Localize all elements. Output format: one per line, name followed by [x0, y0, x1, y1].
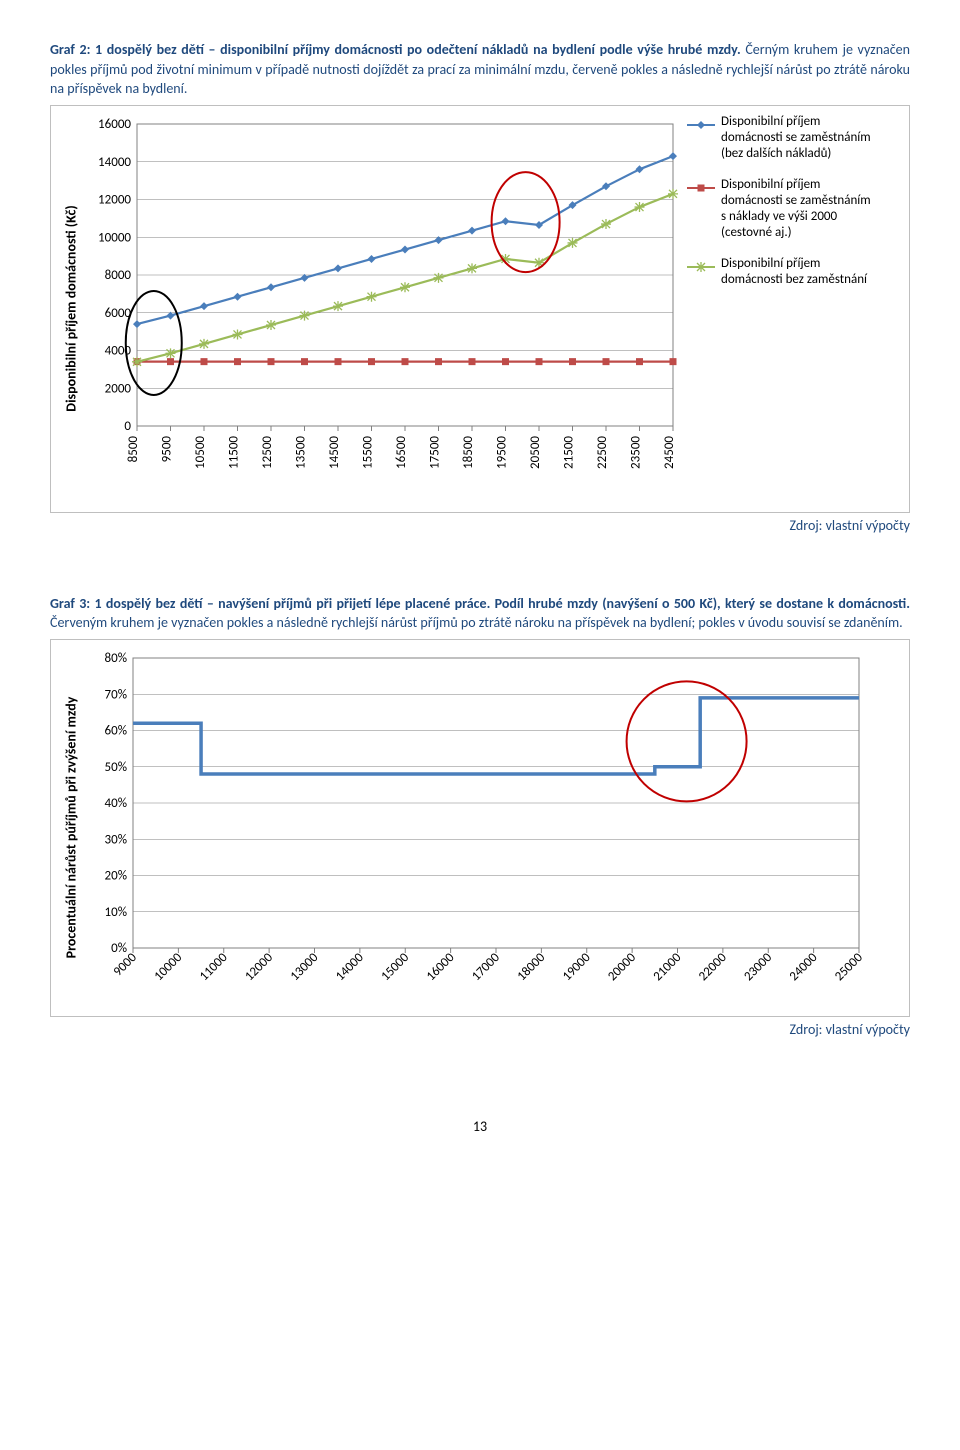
graf2-chart: 0200040006000800010000120001400016000850… — [83, 114, 683, 504]
legend-item: Disponibilní příjem domácnosti se zaměst… — [687, 114, 877, 163]
graf2-caption: Graf 2: 1 dospělý bez dětí – disponibiln… — [50, 40, 910, 99]
svg-text:12000: 12000 — [98, 192, 131, 207]
graf2-ylabel: Disponibilní příjem domácnosti (Kč) — [59, 114, 83, 504]
svg-text:60%: 60% — [105, 723, 127, 738]
svg-text:0: 0 — [124, 419, 131, 434]
legend-label: Disponibilní příjem domácnosti bez zaměs… — [721, 256, 877, 289]
svg-text:40%: 40% — [105, 796, 127, 811]
svg-text:6000: 6000 — [105, 306, 132, 321]
svg-text:18500: 18500 — [461, 435, 476, 468]
svg-text:12500: 12500 — [260, 435, 275, 468]
svg-text:8000: 8000 — [105, 268, 132, 283]
svg-text:2000: 2000 — [105, 381, 132, 396]
svg-text:10500: 10500 — [193, 435, 208, 468]
svg-text:14000: 14000 — [333, 950, 367, 984]
legend-item: Disponibilní příjem domácnosti bez zaměs… — [687, 256, 877, 289]
legend-label: Disponibilní příjem domácnosti se zaměst… — [721, 177, 877, 242]
svg-text:18000: 18000 — [514, 950, 548, 984]
svg-text:22000: 22000 — [696, 950, 730, 984]
legend-item: Disponibilní příjem domácnosti se zaměst… — [687, 177, 877, 242]
svg-text:9500: 9500 — [160, 435, 175, 462]
svg-text:11000: 11000 — [197, 950, 231, 984]
graf3-frame: Procentuální nárůst púříjmů při zvýšení … — [50, 639, 910, 1017]
svg-text:20500: 20500 — [528, 435, 543, 468]
svg-text:19500: 19500 — [495, 435, 510, 468]
graf3-ylabel: Procentuální nárůst púříjmů při zvýšení … — [59, 648, 83, 1008]
svg-text:14000: 14000 — [98, 155, 131, 170]
svg-text:22500: 22500 — [595, 435, 610, 468]
svg-text:24000: 24000 — [787, 950, 821, 984]
svg-text:10000: 10000 — [151, 950, 185, 984]
svg-text:10000: 10000 — [98, 230, 131, 245]
graf3-caption-rest: Červeným kruhem je vyznačen pokles a nás… — [50, 614, 903, 631]
svg-text:13500: 13500 — [294, 435, 309, 468]
svg-text:17500: 17500 — [428, 435, 443, 468]
graf2-legend: Disponibilní příjem domácnosti se zaměst… — [683, 114, 877, 504]
svg-text:12000: 12000 — [242, 950, 276, 984]
graf3-caption: Graf 3: 1 dospělý bez dětí – navýšení př… — [50, 594, 910, 633]
svg-text:16000: 16000 — [424, 950, 458, 984]
graf2-caption-bold: Graf 2: 1 dospělý bez dětí – disponibiln… — [50, 41, 741, 58]
svg-text:16000: 16000 — [98, 117, 131, 132]
svg-text:21500: 21500 — [562, 435, 577, 468]
graf2-source: Zdroj: vlastní výpočty — [50, 517, 910, 534]
svg-text:17000: 17000 — [469, 950, 503, 984]
legend-label: Disponibilní příjem domácnosti se zaměst… — [721, 114, 877, 163]
graf3-source: Zdroj: vlastní výpočty — [50, 1021, 910, 1038]
svg-text:16500: 16500 — [394, 435, 409, 468]
svg-text:10%: 10% — [105, 905, 127, 920]
svg-text:14500: 14500 — [327, 435, 342, 468]
svg-text:15000: 15000 — [378, 950, 412, 984]
svg-text:50%: 50% — [105, 760, 127, 775]
svg-text:15500: 15500 — [361, 435, 376, 468]
graf3-caption-bold: Graf 3: 1 dospělý bez dětí – navýšení př… — [50, 595, 910, 612]
svg-text:20000: 20000 — [605, 950, 639, 984]
svg-text:25000: 25000 — [832, 950, 866, 984]
svg-text:23000: 23000 — [741, 950, 775, 984]
graf2-frame: Disponibilní příjem domácnosti (Kč) 0 200… — [50, 105, 910, 513]
svg-text:70%: 70% — [105, 687, 127, 702]
svg-text:19000: 19000 — [560, 950, 594, 984]
graf3-chart: 0%10%20%30%40%50%60%70%80%90001000011000… — [83, 648, 873, 1008]
svg-text:21000: 21000 — [650, 950, 684, 984]
svg-text:20%: 20% — [105, 868, 127, 883]
svg-text:23500: 23500 — [629, 435, 644, 468]
svg-text:80%: 80% — [105, 651, 127, 666]
svg-text:11500: 11500 — [227, 435, 242, 468]
svg-text:8500: 8500 — [126, 435, 141, 462]
svg-text:30%: 30% — [105, 832, 127, 847]
svg-text:24500: 24500 — [662, 435, 677, 468]
svg-text:13000: 13000 — [287, 950, 321, 984]
page-number: 13 — [50, 1118, 910, 1135]
